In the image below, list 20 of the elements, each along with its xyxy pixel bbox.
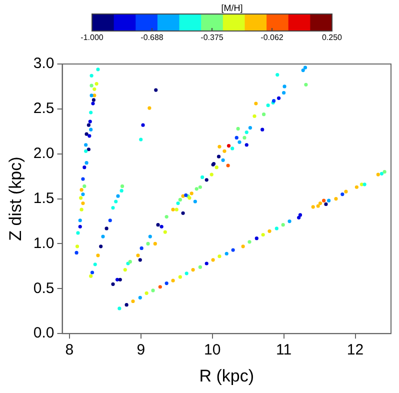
x-tick-label: 8 bbox=[65, 342, 74, 359]
color-bar-label: 0.250 bbox=[322, 33, 343, 42]
y-axis-title: Z dist (kpc) bbox=[6, 156, 25, 241]
x-tick-label: 12 bbox=[346, 342, 364, 359]
x-tick-label: 11 bbox=[276, 342, 292, 359]
x-tick-label: 10 bbox=[204, 342, 221, 359]
x-tick-label: 9 bbox=[136, 342, 146, 359]
y-tick-label: 1.0 bbox=[33, 234, 54, 252]
y-tick-label: 3.0 bbox=[33, 55, 54, 72]
y-tick-label: 1.5 bbox=[33, 190, 54, 207]
x-axis-title: R (kpc) bbox=[199, 366, 254, 386]
y-tick-label: 2.5 bbox=[33, 100, 54, 118]
color-bar-label: -0.375 bbox=[200, 33, 224, 42]
y-tick-label: 0.5 bbox=[33, 280, 54, 297]
color-bar-label: -1.000 bbox=[80, 33, 104, 42]
color-bar-label: -0.062 bbox=[260, 33, 284, 42]
color-bar-title: [M/H] bbox=[221, 3, 243, 13]
color-bar-label: -0.688 bbox=[140, 33, 164, 42]
y-tick-label: 0.0 bbox=[33, 324, 54, 342]
y-tick-label: 2.0 bbox=[33, 145, 54, 162]
